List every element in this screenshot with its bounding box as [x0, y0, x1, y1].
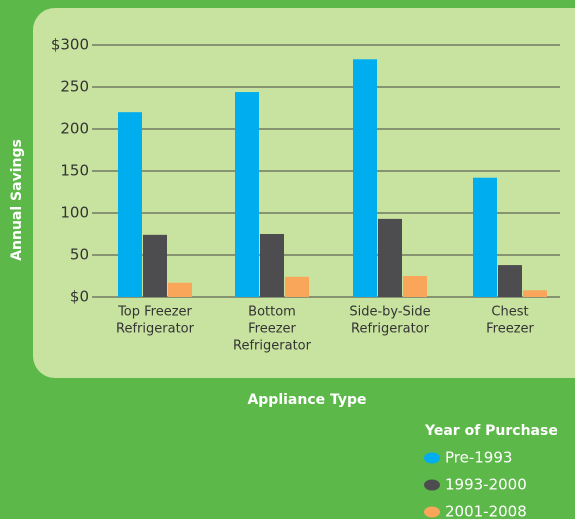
x-tick-label: Freezer	[486, 322, 534, 337]
bar	[143, 234, 167, 297]
y-tick-label: $300	[51, 36, 89, 54]
bar	[235, 92, 259, 297]
bar	[473, 177, 497, 297]
bar	[378, 218, 402, 297]
x-axis-label: Appliance Type	[247, 392, 366, 408]
bar	[118, 112, 142, 297]
y-tick-label: 100	[60, 204, 89, 222]
x-tick-label: Refrigerator	[233, 339, 312, 354]
y-tick-label: 50	[70, 246, 89, 264]
legend-label: Pre-1993	[445, 449, 512, 467]
x-tick-label: Side-by-Side	[349, 305, 430, 320]
y-tick-label: 200	[60, 120, 89, 138]
y-axis-label: Annual Savings	[9, 139, 25, 261]
x-tick-label: Bottom	[248, 305, 296, 320]
bar	[260, 234, 284, 297]
bar	[498, 265, 522, 297]
legend-swatch	[424, 479, 440, 491]
x-tick-label: Refrigerator	[351, 322, 430, 337]
y-tick-label: 250	[60, 78, 89, 96]
y-tick-label: $0	[70, 288, 89, 306]
legend-label: 2001-2008	[445, 503, 527, 519]
x-tick-label: Refrigerator	[116, 322, 195, 337]
legend-title: Year of Purchase	[424, 423, 558, 439]
y-tick-label: 150	[60, 162, 89, 180]
bar	[353, 59, 377, 297]
legend-label: 1993-2000	[445, 476, 527, 494]
legend-swatch	[424, 452, 440, 464]
x-tick-label: Chest	[491, 305, 528, 320]
x-tick-label: Top Freezer	[117, 305, 192, 320]
bar	[523, 290, 547, 297]
bar	[168, 282, 192, 297]
bar	[285, 276, 309, 297]
x-tick-label: Freezer	[248, 322, 296, 337]
bar	[403, 276, 427, 297]
legend-swatch	[424, 506, 440, 518]
